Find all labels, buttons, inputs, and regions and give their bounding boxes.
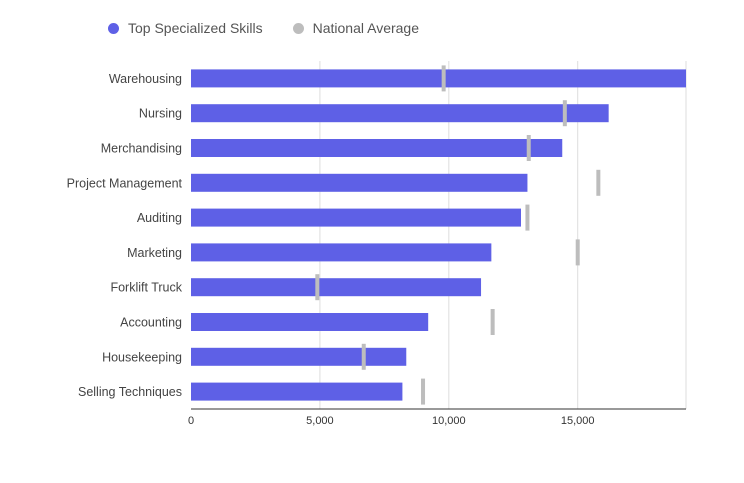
legend-label-primary: Top Specialized Skills (128, 20, 263, 36)
legend-label-secondary: National Average (312, 20, 419, 36)
category-label-3: Project Management (67, 176, 183, 190)
bar-2 (191, 139, 563, 157)
category-label-6: Forklift Truck (110, 281, 182, 295)
avg-marker-9 (421, 378, 426, 405)
x-tick-label-1: 5,000 (306, 415, 334, 427)
avg-marker-2 (526, 135, 531, 161)
x-tick-label-2: 10,000 (432, 415, 466, 427)
legend-item-top-specialized-skills[interactable]: Top Specialized Skills (108, 20, 263, 36)
avg-marker-4 (525, 204, 530, 231)
bar-4 (191, 208, 521, 227)
category-label-1: Nursing (139, 107, 182, 121)
bar-8 (191, 347, 407, 366)
bar-3 (191, 173, 528, 192)
category-label-4: Auditing (137, 211, 182, 225)
chart-legend: Top Specialized Skills National Average (108, 20, 449, 36)
category-label-7: Accounting (120, 316, 182, 330)
category-label-5: Marketing (127, 246, 182, 260)
bar-6 (191, 278, 482, 297)
avg-marker-6 (315, 274, 320, 301)
category-label-8: Housekeeping (102, 350, 182, 364)
avg-marker-7 (490, 309, 495, 335)
bar-9 (191, 382, 403, 401)
bar-5 (191, 243, 492, 262)
avg-marker-5 (575, 239, 580, 266)
x-tick-label-0: 0 (188, 415, 194, 427)
category-label-9: Selling Techniques (78, 385, 182, 399)
legend-item-national-average[interactable]: National Average (292, 20, 419, 36)
x-tick-label-3: 15,000 (561, 415, 595, 427)
avg-marker-8 (361, 343, 366, 370)
category-label-0: Warehousing (109, 72, 182, 86)
bar-1 (191, 104, 609, 123)
avg-marker-0 (441, 65, 446, 92)
avg-marker-3 (596, 169, 601, 196)
bar-0 (191, 69, 686, 88)
legend-swatch-primary (108, 22, 119, 34)
legend-swatch-secondary (292, 22, 304, 34)
bar-7 (191, 313, 429, 331)
avg-marker-1 (562, 100, 567, 127)
category-label-2: Merchandising (101, 142, 182, 156)
